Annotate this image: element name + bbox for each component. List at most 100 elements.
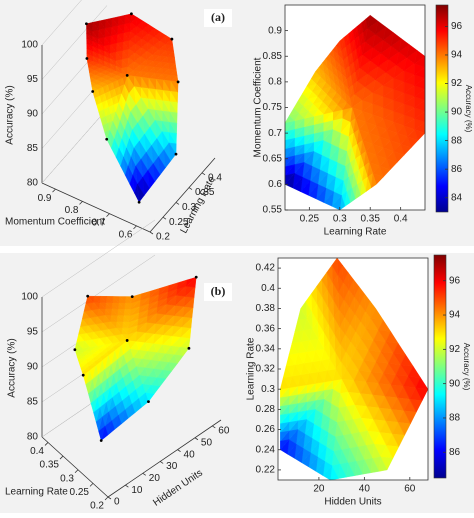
surface-facet	[104, 129, 110, 140]
x-tick-label: 60	[404, 484, 416, 495]
tick-mark	[162, 216, 167, 220]
y-tick-label: 0.55	[263, 205, 283, 216]
map-cell	[375, 20, 387, 35]
y-tick-label: 0.34	[256, 343, 276, 354]
y-tick-label: 0.75	[263, 102, 283, 113]
surface-facet	[158, 285, 169, 296]
surface-facet	[85, 295, 94, 305]
tick-mark	[201, 172, 206, 176]
surface-facet	[118, 14, 126, 25]
map-cell	[344, 191, 351, 207]
map-cell	[315, 460, 326, 477]
map-cell	[414, 129, 426, 141]
map-cell	[318, 62, 325, 73]
grid-line	[41, 219, 156, 298]
map-cell	[280, 404, 290, 416]
z-tick-label: 90	[27, 109, 39, 120]
x-tick-label: 20	[313, 484, 325, 495]
surface-facet	[98, 425, 106, 442]
surface-facet	[158, 156, 166, 176]
map-cell	[386, 158, 398, 171]
back-edge	[41, 108, 108, 184]
map-cell	[332, 44, 339, 56]
surface-facet	[96, 102, 102, 113]
surface-facet	[80, 318, 89, 327]
map-cell	[326, 264, 333, 283]
surface-facet	[169, 121, 178, 135]
map-cell	[343, 33, 349, 47]
z-tick-label: 95	[27, 74, 39, 85]
map-cell	[287, 443, 297, 459]
tick-mark	[52, 188, 56, 193]
z-tick-label: 100	[21, 40, 38, 51]
surface-facet	[168, 132, 177, 145]
y-tick-label: 0.6	[268, 179, 282, 190]
map-cell	[288, 107, 300, 116]
colorbar-tick-label: 86	[451, 164, 463, 175]
map-cell	[292, 176, 303, 192]
map-cell	[301, 451, 311, 468]
panel-label-box	[204, 283, 232, 301]
map-cell	[386, 445, 400, 459]
data-point	[170, 37, 174, 41]
tick-mark	[79, 201, 83, 205]
surface-facet	[165, 38, 174, 46]
data-point	[73, 348, 77, 352]
map-cell	[280, 413, 290, 425]
map-cell	[390, 32, 402, 47]
map-cell	[385, 331, 399, 344]
surface-facet	[165, 44, 174, 52]
y-tick-label: 0.22	[256, 465, 276, 476]
map-cell	[280, 439, 290, 451]
map-cell	[365, 177, 372, 193]
surface-facet	[129, 175, 135, 194]
surface-facet	[141, 392, 149, 408]
colorbar-tick-label: 92	[449, 344, 461, 355]
x-tick-label: 0.3	[182, 202, 196, 213]
tick-mark	[125, 484, 129, 488]
surface-facet	[86, 28, 93, 37]
data-point	[176, 80, 180, 84]
surface-facet	[176, 279, 188, 290]
surface-facet	[86, 38, 94, 47]
map-cell	[370, 173, 377, 189]
tick-mark	[177, 449, 181, 452]
map-cell	[393, 151, 405, 163]
surface-facet	[76, 333, 85, 343]
y-tick-label: 0.65	[263, 153, 283, 164]
data-point	[99, 439, 103, 442]
tick-mark	[194, 437, 199, 441]
z-tick-label: 85	[27, 143, 39, 154]
data-point	[147, 400, 150, 404]
surface-facet	[119, 296, 127, 304]
data-point	[125, 339, 129, 342]
data-point	[194, 275, 198, 279]
map-cell	[348, 29, 354, 44]
x-tick-label: 0.4	[394, 214, 408, 225]
tick-mark	[159, 461, 164, 464]
surface-facet	[115, 148, 121, 167]
surface-facet	[92, 20, 100, 31]
y-tick-label: 0.2	[90, 501, 104, 512]
y-tick-label: 0.36	[256, 323, 276, 334]
map-cell	[370, 457, 380, 474]
colorbar-tick-label: 94	[451, 50, 463, 61]
colorbar-title: Accuracy (%)	[462, 343, 471, 391]
colorbar-tick-label: 92	[451, 78, 463, 89]
map-cell	[378, 456, 388, 472]
tick-mark	[188, 187, 193, 190]
surface-facet	[127, 403, 136, 419]
x-tick-label: 10	[131, 485, 143, 496]
surface-facet	[86, 43, 94, 52]
y-tick-label: 0.3	[60, 473, 74, 484]
colorbar-tick-label: 86	[449, 447, 461, 458]
surface-facet	[120, 157, 126, 176]
map-cell	[403, 410, 417, 425]
map-cell	[315, 66, 322, 78]
surface-facet	[74, 341, 83, 350]
x-tick-label: 60	[218, 426, 230, 437]
surface-facet	[184, 286, 196, 298]
x-tick-label: 0.35	[195, 187, 215, 198]
map-cell	[308, 456, 318, 472]
y-tick-label: 0.9	[38, 193, 52, 204]
